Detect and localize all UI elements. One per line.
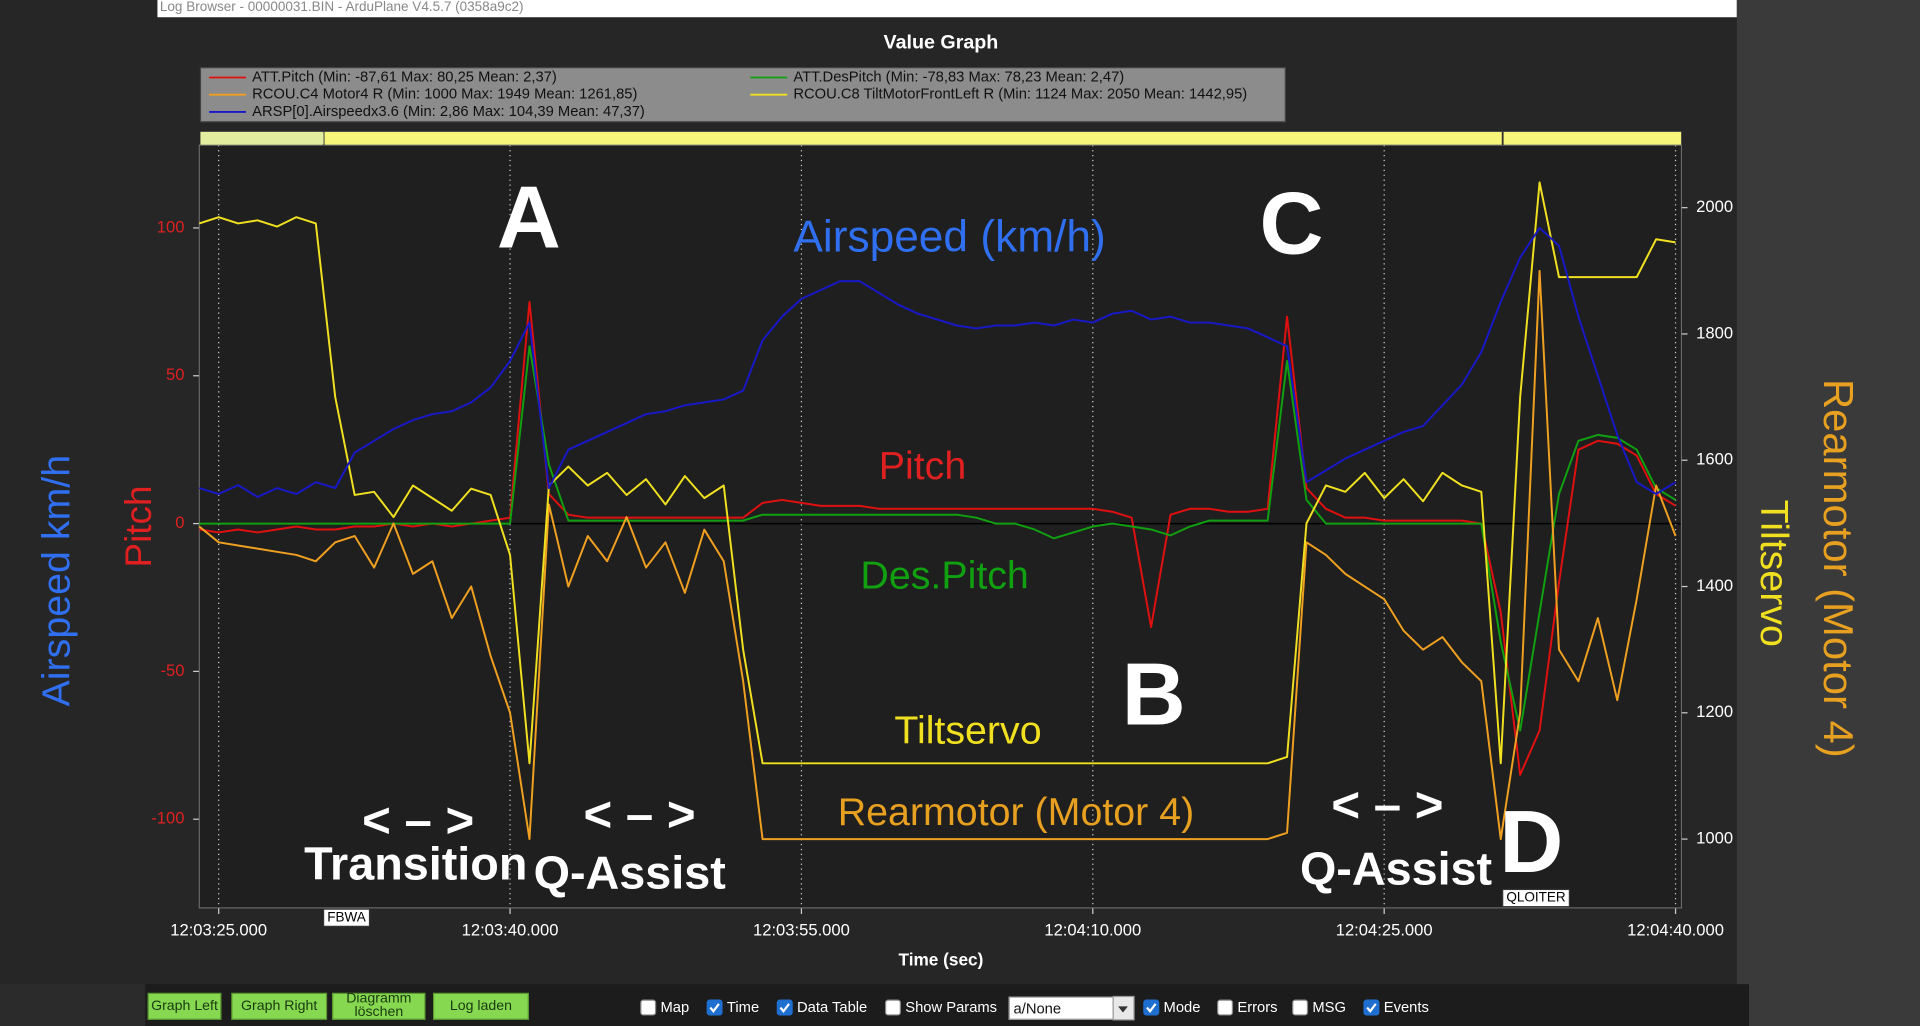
y2-tick-label: 1400 — [1696, 576, 1733, 595]
series-line — [198, 226, 1677, 498]
checkbox[interactable] — [706, 999, 723, 1016]
button[interactable]: Graph Left — [147, 992, 222, 1020]
dropdown-arrow — [1118, 1006, 1128, 1013]
series-line — [199, 345, 1677, 732]
annotation: A — [497, 167, 561, 266]
checkbox[interactable] — [1217, 999, 1234, 1016]
annotation: Pitch — [879, 444, 967, 488]
legend-box — [199, 67, 1286, 123]
x-tick-label: 12:04:40.000 — [1627, 921, 1724, 940]
annotation: Des.Pitch — [860, 554, 1028, 598]
x-tick-label: 12:03:25.000 — [170, 921, 267, 940]
legend-label: RCOU.C4 Motor4 R (Min: 1000 Max: 1949 Me… — [252, 87, 637, 103]
x-tick-label: 12:04:25.000 — [1336, 921, 1433, 940]
y-tick-label: -50 — [161, 661, 185, 680]
y2-axis-title: Tiltservo — [1752, 500, 1796, 647]
y-tick-label: 0 — [175, 513, 184, 532]
x-tick-label: 12:04:10.000 — [1044, 921, 1141, 940]
checkmark — [1146, 1003, 1157, 1014]
button-frame: Diagramm löschen — [332, 992, 426, 1020]
annotation: C — [1260, 173, 1324, 272]
annotation: B — [1122, 645, 1186, 744]
legend-label: ARSP[0].Airspeedx3.6 (Min: 2,86 Max: 104… — [252, 104, 645, 120]
button-frame: Graph Right — [231, 992, 328, 1020]
checkbox[interactable] — [1363, 999, 1380, 1016]
button[interactable]: Diagramm löschen — [332, 992, 426, 1020]
annotation: < – > — [362, 793, 474, 848]
legend-label: RCOU.C8 TiltMotorFrontLeft R (Min: 1124 … — [793, 87, 1247, 103]
annotation: Rearmotor (Motor 4) — [838, 790, 1194, 834]
checkmark — [1366, 1003, 1377, 1014]
mode-label-box — [322, 908, 371, 927]
checkbox[interactable] — [1143, 999, 1160, 1016]
checkbox[interactable] — [1292, 999, 1309, 1016]
mode-bar — [200, 131, 1682, 146]
y-axis-title: Pitch — [118, 486, 159, 568]
checkbox-label: Errors — [1237, 1000, 1277, 1016]
checkbox-label: Mode — [1164, 1000, 1201, 1016]
button[interactable]: Log laden — [432, 992, 529, 1020]
checkbox[interactable] — [640, 999, 657, 1016]
legend-label: ATT.DesPitch (Min: -78,83 Max: 78,23 Mea… — [793, 69, 1124, 85]
annotation: < – > — [1331, 777, 1443, 832]
x-tick-label: 12:03:55.000 — [753, 921, 850, 940]
y2-tick-label: 1600 — [1696, 450, 1733, 469]
button-frame: Log laden — [432, 992, 529, 1020]
checkmark — [779, 1003, 790, 1014]
dropdown[interactable]: a/None — [1008, 996, 1135, 1020]
y-tick-label: 50 — [166, 365, 184, 384]
window-title: Log Browser - 00000031.BIN - ArduPlane V… — [160, 0, 524, 14]
y2-tick-label: 1000 — [1696, 828, 1733, 847]
mode-label-box — [1502, 888, 1571, 908]
y-axis-title: Airspeed km/h — [34, 455, 78, 707]
series-line — [198, 181, 1676, 765]
chart-title: Value Graph — [884, 31, 999, 53]
checkbox-label: Map — [660, 1000, 689, 1016]
annotation: D — [1499, 792, 1563, 891]
mode-label: FBWA — [327, 909, 366, 924]
y2-tick-label: 1800 — [1696, 323, 1733, 342]
plot-border — [198, 144, 1682, 909]
side-panel — [1736, 0, 1920, 1026]
mode-label: QLOITER — [1506, 890, 1566, 905]
annotation: Transition — [304, 838, 527, 890]
x-axis-title: Time (sec) — [899, 949, 984, 969]
button-frame: Graph Left — [147, 992, 222, 1020]
series-line — [199, 300, 1677, 776]
checkbox-label: MSG — [1312, 1000, 1346, 1016]
y-tick-label: -100 — [151, 809, 184, 828]
mode-segment — [200, 132, 324, 145]
annotation: Tiltservo — [894, 709, 1041, 753]
checkmark — [709, 1003, 720, 1014]
checkbox-label: Data Table — [797, 1000, 867, 1016]
legend-label: ATT.Pitch (Min: -87,61 Max: 80,25 Mean: … — [252, 69, 557, 85]
checkbox[interactable] — [884, 999, 901, 1016]
x-tick-label: 12:03:40.000 — [462, 921, 559, 940]
y2-tick-label: 1200 — [1696, 702, 1733, 721]
series-line — [198, 269, 1677, 841]
annotation: Q-Assist — [534, 846, 726, 898]
y-tick-label: 100 — [157, 217, 185, 236]
annotation: Q-Assist — [1300, 843, 1492, 895]
button[interactable]: Graph Right — [231, 992, 328, 1020]
checkbox[interactable] — [776, 999, 793, 1016]
checkbox-label: Show Params — [905, 1000, 997, 1016]
checkbox-label: Events — [1384, 1000, 1429, 1016]
title-bar — [157, 0, 1737, 18]
y2-tick-label: 2000 — [1696, 197, 1733, 216]
y2-axis-title: Rearmotor (Motor 4) — [1815, 379, 1862, 758]
annotation: Airspeed (km/h) — [793, 213, 1105, 262]
annotation: < – > — [584, 787, 696, 842]
checkbox-label: Time — [727, 1000, 759, 1016]
select-frame: a/None — [1008, 996, 1135, 1020]
